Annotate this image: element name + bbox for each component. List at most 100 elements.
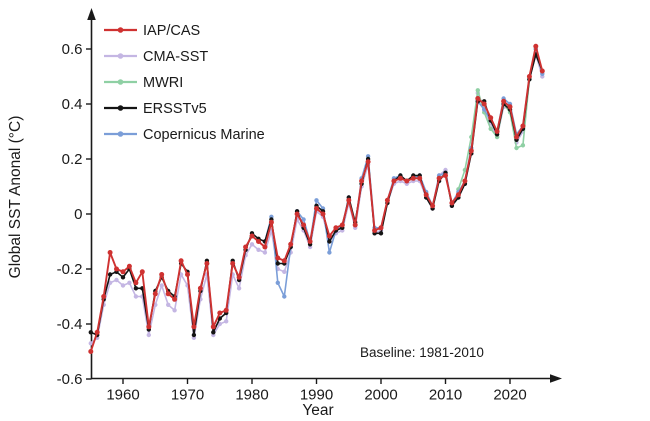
data-point <box>275 280 280 285</box>
data-point <box>101 294 107 299</box>
data-point <box>539 68 545 74</box>
data-point <box>236 274 242 280</box>
data-point <box>423 192 429 198</box>
data-point <box>197 285 203 291</box>
y-tick-label: 0.4 <box>62 96 83 113</box>
x-tick-label: 2000 <box>364 387 397 404</box>
data-point <box>384 197 390 203</box>
data-point <box>191 332 197 338</box>
data-point <box>307 239 313 244</box>
data-point <box>314 198 319 203</box>
data-point <box>133 286 139 291</box>
data-point <box>185 272 190 277</box>
data-point <box>327 239 332 244</box>
series-iap-cas <box>88 43 545 354</box>
y-tick-label: 0 <box>74 206 82 223</box>
data-point <box>256 247 261 252</box>
data-point <box>120 283 126 288</box>
data-point <box>417 175 423 181</box>
data-point <box>107 250 113 255</box>
y-tick-label: 0.6 <box>62 41 83 58</box>
data-point <box>365 159 371 165</box>
data-point <box>346 197 352 203</box>
legend-marker-icon <box>117 79 124 85</box>
data-point <box>462 178 468 184</box>
data-point <box>139 269 145 275</box>
x-tick-label: 1980 <box>235 387 268 404</box>
data-point <box>262 250 268 255</box>
legend-item-mwri: MWRI <box>104 75 183 91</box>
x-tick-label: 2020 <box>493 387 526 404</box>
x-tick-label: 2010 <box>429 387 462 404</box>
data-point <box>294 211 300 217</box>
data-point <box>191 324 197 330</box>
data-point <box>152 291 158 297</box>
series-layer <box>88 43 545 354</box>
y-axis-title: Global SST Anonal (°C) <box>7 116 24 279</box>
data-point <box>146 324 152 330</box>
data-point <box>488 126 493 131</box>
baseline-annotation: Baseline: 1981-2010 <box>360 345 484 360</box>
data-point <box>249 242 255 247</box>
data-point <box>114 277 119 283</box>
data-point <box>211 330 216 335</box>
y-tick-label: -0.4 <box>57 316 83 333</box>
legend-label: Copernicus Marine <box>143 127 265 143</box>
data-point <box>526 74 532 79</box>
legend-item-copernicus-marine: Copernicus Marine <box>104 127 265 143</box>
data-point <box>501 98 507 104</box>
data-point <box>514 145 519 151</box>
data-point <box>210 324 216 330</box>
legend-label: CMA-SST <box>143 49 208 65</box>
data-point <box>404 178 410 184</box>
data-point <box>397 175 403 181</box>
data-point <box>126 263 132 269</box>
data-point <box>88 330 94 335</box>
data-point <box>236 286 242 291</box>
legend: IAP/CAS CMA-SST MWRI ERSSTv5 Copernicus Mari… <box>104 23 265 143</box>
y-tick-label: -0.2 <box>57 261 83 278</box>
data-point <box>359 178 365 184</box>
data-point <box>475 88 480 93</box>
data-point <box>256 239 261 244</box>
data-point <box>178 272 184 277</box>
data-point <box>243 244 249 250</box>
data-point <box>488 115 494 121</box>
x-tick-label: 1960 <box>106 387 139 404</box>
data-point <box>520 143 526 148</box>
data-point <box>275 255 281 261</box>
data-point <box>533 43 539 49</box>
data-point <box>455 192 461 198</box>
data-point <box>378 225 384 231</box>
legend-marker-icon <box>117 53 124 59</box>
data-point <box>172 308 177 313</box>
data-point <box>166 302 171 307</box>
data-point <box>301 217 306 222</box>
legend-label: IAP/CAS <box>143 23 200 39</box>
data-point <box>339 222 345 228</box>
data-point <box>494 129 500 134</box>
x-axis-arrow-icon <box>550 374 562 383</box>
data-point <box>204 261 210 266</box>
data-point <box>333 225 339 231</box>
data-point <box>449 200 455 206</box>
data-point <box>326 233 332 239</box>
data-point <box>159 283 164 288</box>
legend-marker-icon <box>117 105 124 111</box>
series-copernicus-marine <box>262 46 545 299</box>
legend-item-ersstv5: ERSSTv5 <box>104 101 207 117</box>
data-point <box>217 310 223 316</box>
data-point <box>262 244 268 250</box>
legend-label: MWRI <box>143 75 183 91</box>
data-point <box>378 231 384 236</box>
legend-label: ERSSTv5 <box>143 101 207 117</box>
data-point <box>481 101 487 107</box>
data-point <box>107 272 113 277</box>
data-point <box>281 258 287 264</box>
data-point <box>352 222 358 228</box>
data-point <box>282 269 287 274</box>
data-point <box>165 291 171 297</box>
axes-layer: -0.6 -0.4 -0.2 0 0.2 0.4 0.6 1960 1970 1980 1990 20… <box>57 8 562 404</box>
y-tick-label: 0.2 <box>62 151 83 168</box>
